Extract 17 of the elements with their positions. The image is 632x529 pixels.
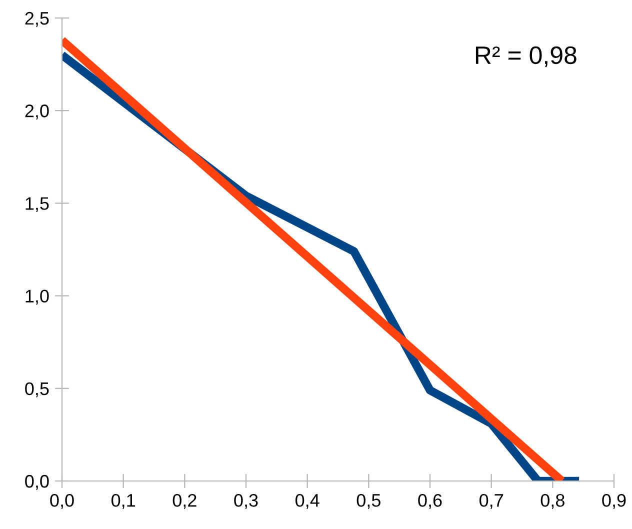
y-tick-label: 2,0: [25, 104, 49, 120]
y-tick-label: 1,0: [26, 290, 49, 305]
x-tick-label: 0,2: [172, 494, 196, 509]
x-tick-label: 0,1: [111, 494, 136, 509]
x-tick-label: 0,8: [540, 494, 564, 509]
x-tick-label: 0,4: [295, 494, 320, 509]
x-tick-label: 0,6: [418, 494, 442, 509]
y-tick-label: 1,5: [26, 197, 49, 212]
x-tick-label: 0,5: [356, 494, 380, 509]
y-tick-label: 2,5: [25, 12, 49, 27]
x-tick-label: 0,7: [479, 494, 503, 509]
y-tick-label: 0,5: [25, 382, 49, 398]
y-tick-label: 0,0: [25, 474, 49, 490]
annotation: R² = 0,98: [476, 46, 576, 68]
x-tick-label: 0,9: [602, 494, 626, 509]
x-tick-label: 0,0: [50, 494, 74, 509]
x-tick-label: 0,3: [234, 494, 258, 509]
